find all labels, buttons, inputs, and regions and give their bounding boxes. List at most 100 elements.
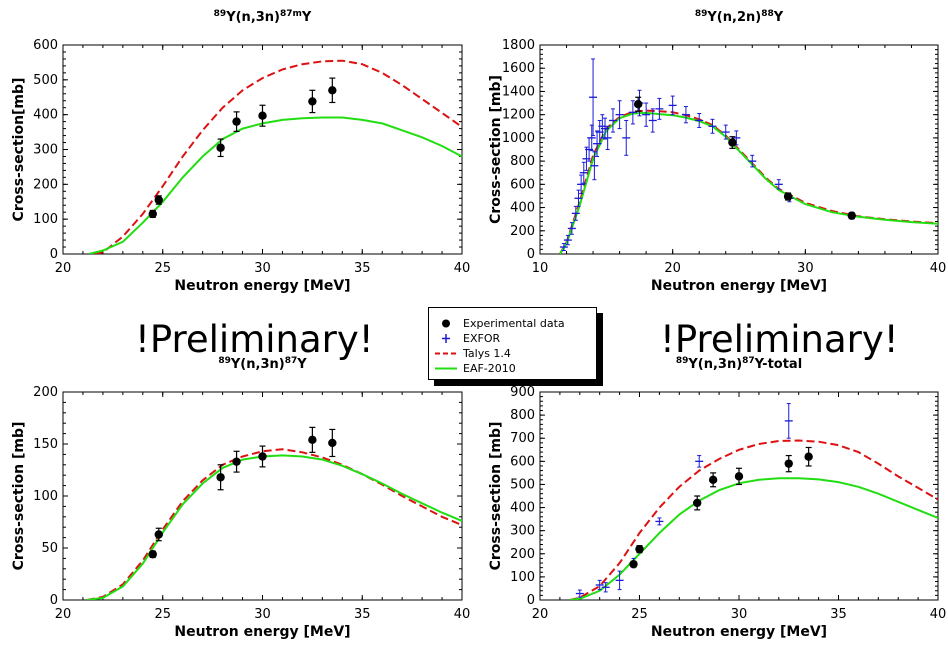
eaf-curve: [569, 477, 938, 600]
exp-marker: [328, 86, 337, 95]
x-tick-label: 35: [830, 607, 847, 622]
experimental-point: [148, 209, 157, 219]
x-tick-label: 30: [254, 261, 271, 276]
exp-marker: [635, 544, 644, 554]
title-part-pre: 89: [218, 356, 231, 366]
y-tick-label: 200: [33, 177, 58, 192]
exp-marker: [734, 472, 744, 481]
experimental-point: [308, 89, 317, 114]
exfor-point: [774, 179, 783, 190]
talys-curve: [569, 439, 938, 600]
exfor-point: [595, 579, 604, 591]
y-tick-label: 400: [33, 108, 58, 123]
exfor-point: [615, 100, 624, 130]
legend-label: EAF-2010: [463, 362, 516, 375]
exp-marker: [847, 211, 856, 220]
title-part-post: 87m: [280, 9, 302, 19]
experimental-point: [783, 192, 793, 201]
talys-curve: [94, 59, 462, 254]
chart-title: 89Y(n,2n)88Y: [695, 9, 784, 25]
exp-marker: [784, 459, 793, 468]
title-part-post: 87: [742, 356, 755, 366]
y-axis-label: Cross-section [mb]: [11, 422, 27, 571]
legend-item-experimental: Experimental data: [429, 316, 596, 331]
exfor-point: [748, 154, 757, 168]
x-tick-label: 35: [354, 261, 371, 276]
experimental-point: [693, 495, 702, 511]
exp-marker: [633, 100, 643, 109]
exfor-point: [603, 125, 612, 150]
experimental-point: [847, 211, 856, 220]
y-tick-label: 800: [510, 154, 535, 169]
plot-frame: [62, 44, 463, 255]
title-part-mid: Y(n,3n): [230, 357, 285, 372]
title-part-pre: 89: [214, 9, 227, 19]
exp-marker: [328, 438, 337, 448]
exp-marker: [148, 209, 157, 219]
red-dashed-line-icon: [435, 352, 457, 355]
exp-marker: [232, 117, 241, 126]
exfor-point: [628, 100, 637, 125]
y-tick-label: 1600: [502, 61, 535, 76]
experimental-point: [629, 559, 638, 569]
y-tick-label: 700: [510, 431, 535, 446]
exfor-point: [695, 113, 704, 128]
y-tick-label: 50: [41, 541, 58, 556]
y-tick-label: 600: [33, 38, 58, 53]
exp-marker: [308, 97, 317, 106]
experimental-point: [232, 111, 241, 132]
experimental-point: [633, 96, 643, 112]
x-tick-label: 25: [631, 607, 648, 622]
exp-marker: [154, 195, 163, 205]
exp-marker: [804, 452, 813, 461]
exp-marker: [216, 143, 225, 152]
plot-frame: [539, 44, 939, 255]
y-tick-label: 300: [33, 143, 58, 158]
x-tick-label: 40: [454, 607, 471, 622]
talys-curve: [559, 109, 938, 254]
x-tick-label: 30: [254, 607, 271, 622]
y-tick-label: 1000: [502, 131, 535, 146]
x-tick-label: 35: [354, 607, 371, 622]
title-part-end: Y: [773, 10, 784, 25]
exfor-point: [577, 174, 586, 195]
exp-marker: [258, 111, 267, 120]
eaf-curve: [559, 111, 938, 254]
y-tick-label: 0: [50, 593, 58, 608]
x-tick-label: 30: [797, 261, 814, 276]
x-tick-label: 25: [154, 607, 171, 622]
experimental-point: [308, 426, 317, 453]
y-tick-label: 100: [33, 212, 58, 227]
experimental-point: [216, 464, 225, 491]
x-tick-label: 40: [454, 261, 471, 276]
y-tick-label: 100: [510, 570, 535, 585]
y-axis-label: Cross-section [mb]: [488, 75, 504, 224]
exp-marker: [783, 192, 793, 201]
y-tick-label: 200: [33, 385, 58, 400]
exfor-point: [601, 582, 610, 593]
experimental-point: [154, 527, 163, 542]
plot-area: [559, 58, 938, 254]
exp-marker: [708, 475, 718, 485]
experimental-point: [804, 446, 813, 467]
exfor-point: [590, 151, 599, 181]
y-tick-label: 300: [510, 524, 535, 539]
title-part-mid: Y(n,3n): [225, 10, 280, 25]
x-tick-label: 20: [55, 261, 72, 276]
exfor-point: [642, 102, 651, 127]
preliminary-watermark-right: !Preliminary!: [660, 318, 899, 361]
exfor-point: [695, 455, 704, 468]
y-tick-label: 500: [33, 73, 58, 88]
x-axis-label: Neutron energy [MeV]: [651, 624, 827, 640]
y-tick-label: 400: [510, 201, 535, 216]
y-tick-label: 400: [510, 501, 535, 516]
experimental-point: [232, 450, 241, 473]
exfor-point: [615, 570, 624, 591]
plot-area: [86, 426, 462, 600]
exfor-point: [579, 161, 588, 184]
y-tick-label: 1400: [502, 84, 535, 99]
blue-cross-icon: [442, 334, 450, 343]
